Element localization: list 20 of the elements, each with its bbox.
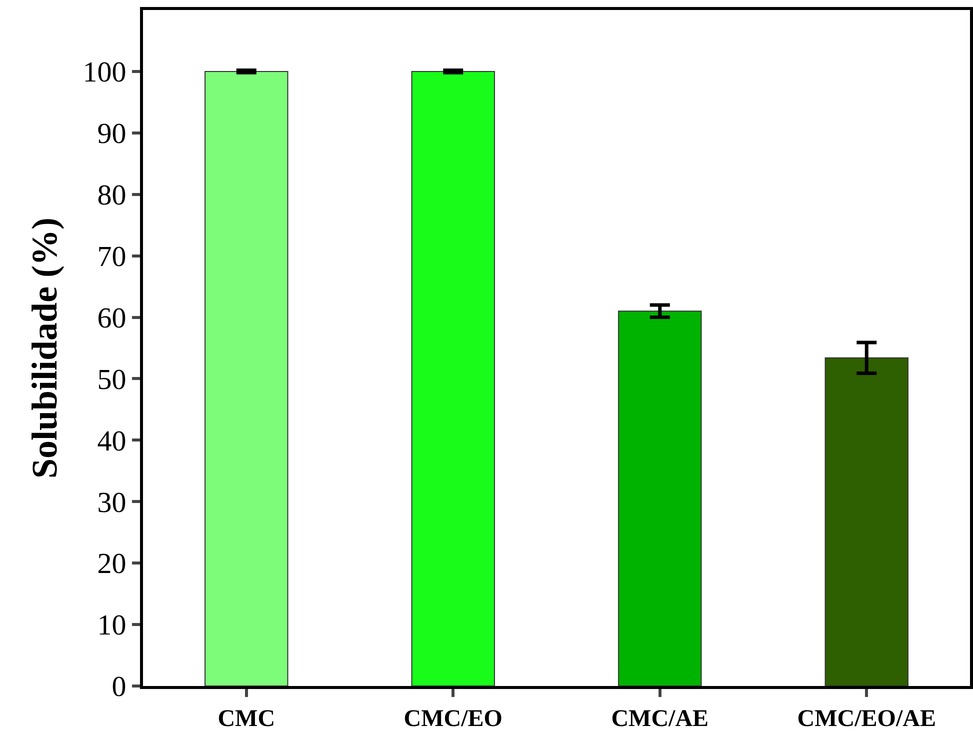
x-tick-label: CMC/AE — [611, 706, 709, 732]
x-tick-label: CMC/EO/AE — [797, 706, 936, 732]
y-tick-label: 40 — [97, 425, 126, 458]
y-tick-label: 70 — [97, 240, 126, 273]
y-tick-label: 10 — [97, 610, 126, 642]
x-tick-label: CMC — [218, 706, 276, 732]
y-tick-label: 100 — [82, 56, 126, 89]
y-tick-label: 30 — [97, 486, 126, 519]
x-tick-label: CMC/EO — [404, 706, 502, 732]
bar — [204, 70, 288, 686]
y-tick-label: 0 — [112, 671, 126, 704]
y-axis-title: Solubilidade (%) — [24, 217, 65, 479]
bar — [618, 310, 702, 686]
bar — [824, 357, 908, 686]
y-tick-label: 60 — [97, 302, 126, 334]
y-tick-label: 50 — [97, 364, 126, 396]
y-tick-label: 20 — [97, 548, 126, 580]
bar — [411, 70, 495, 686]
y-tick-label: 80 — [97, 180, 126, 212]
y-tick-label: 90 — [97, 118, 126, 150]
